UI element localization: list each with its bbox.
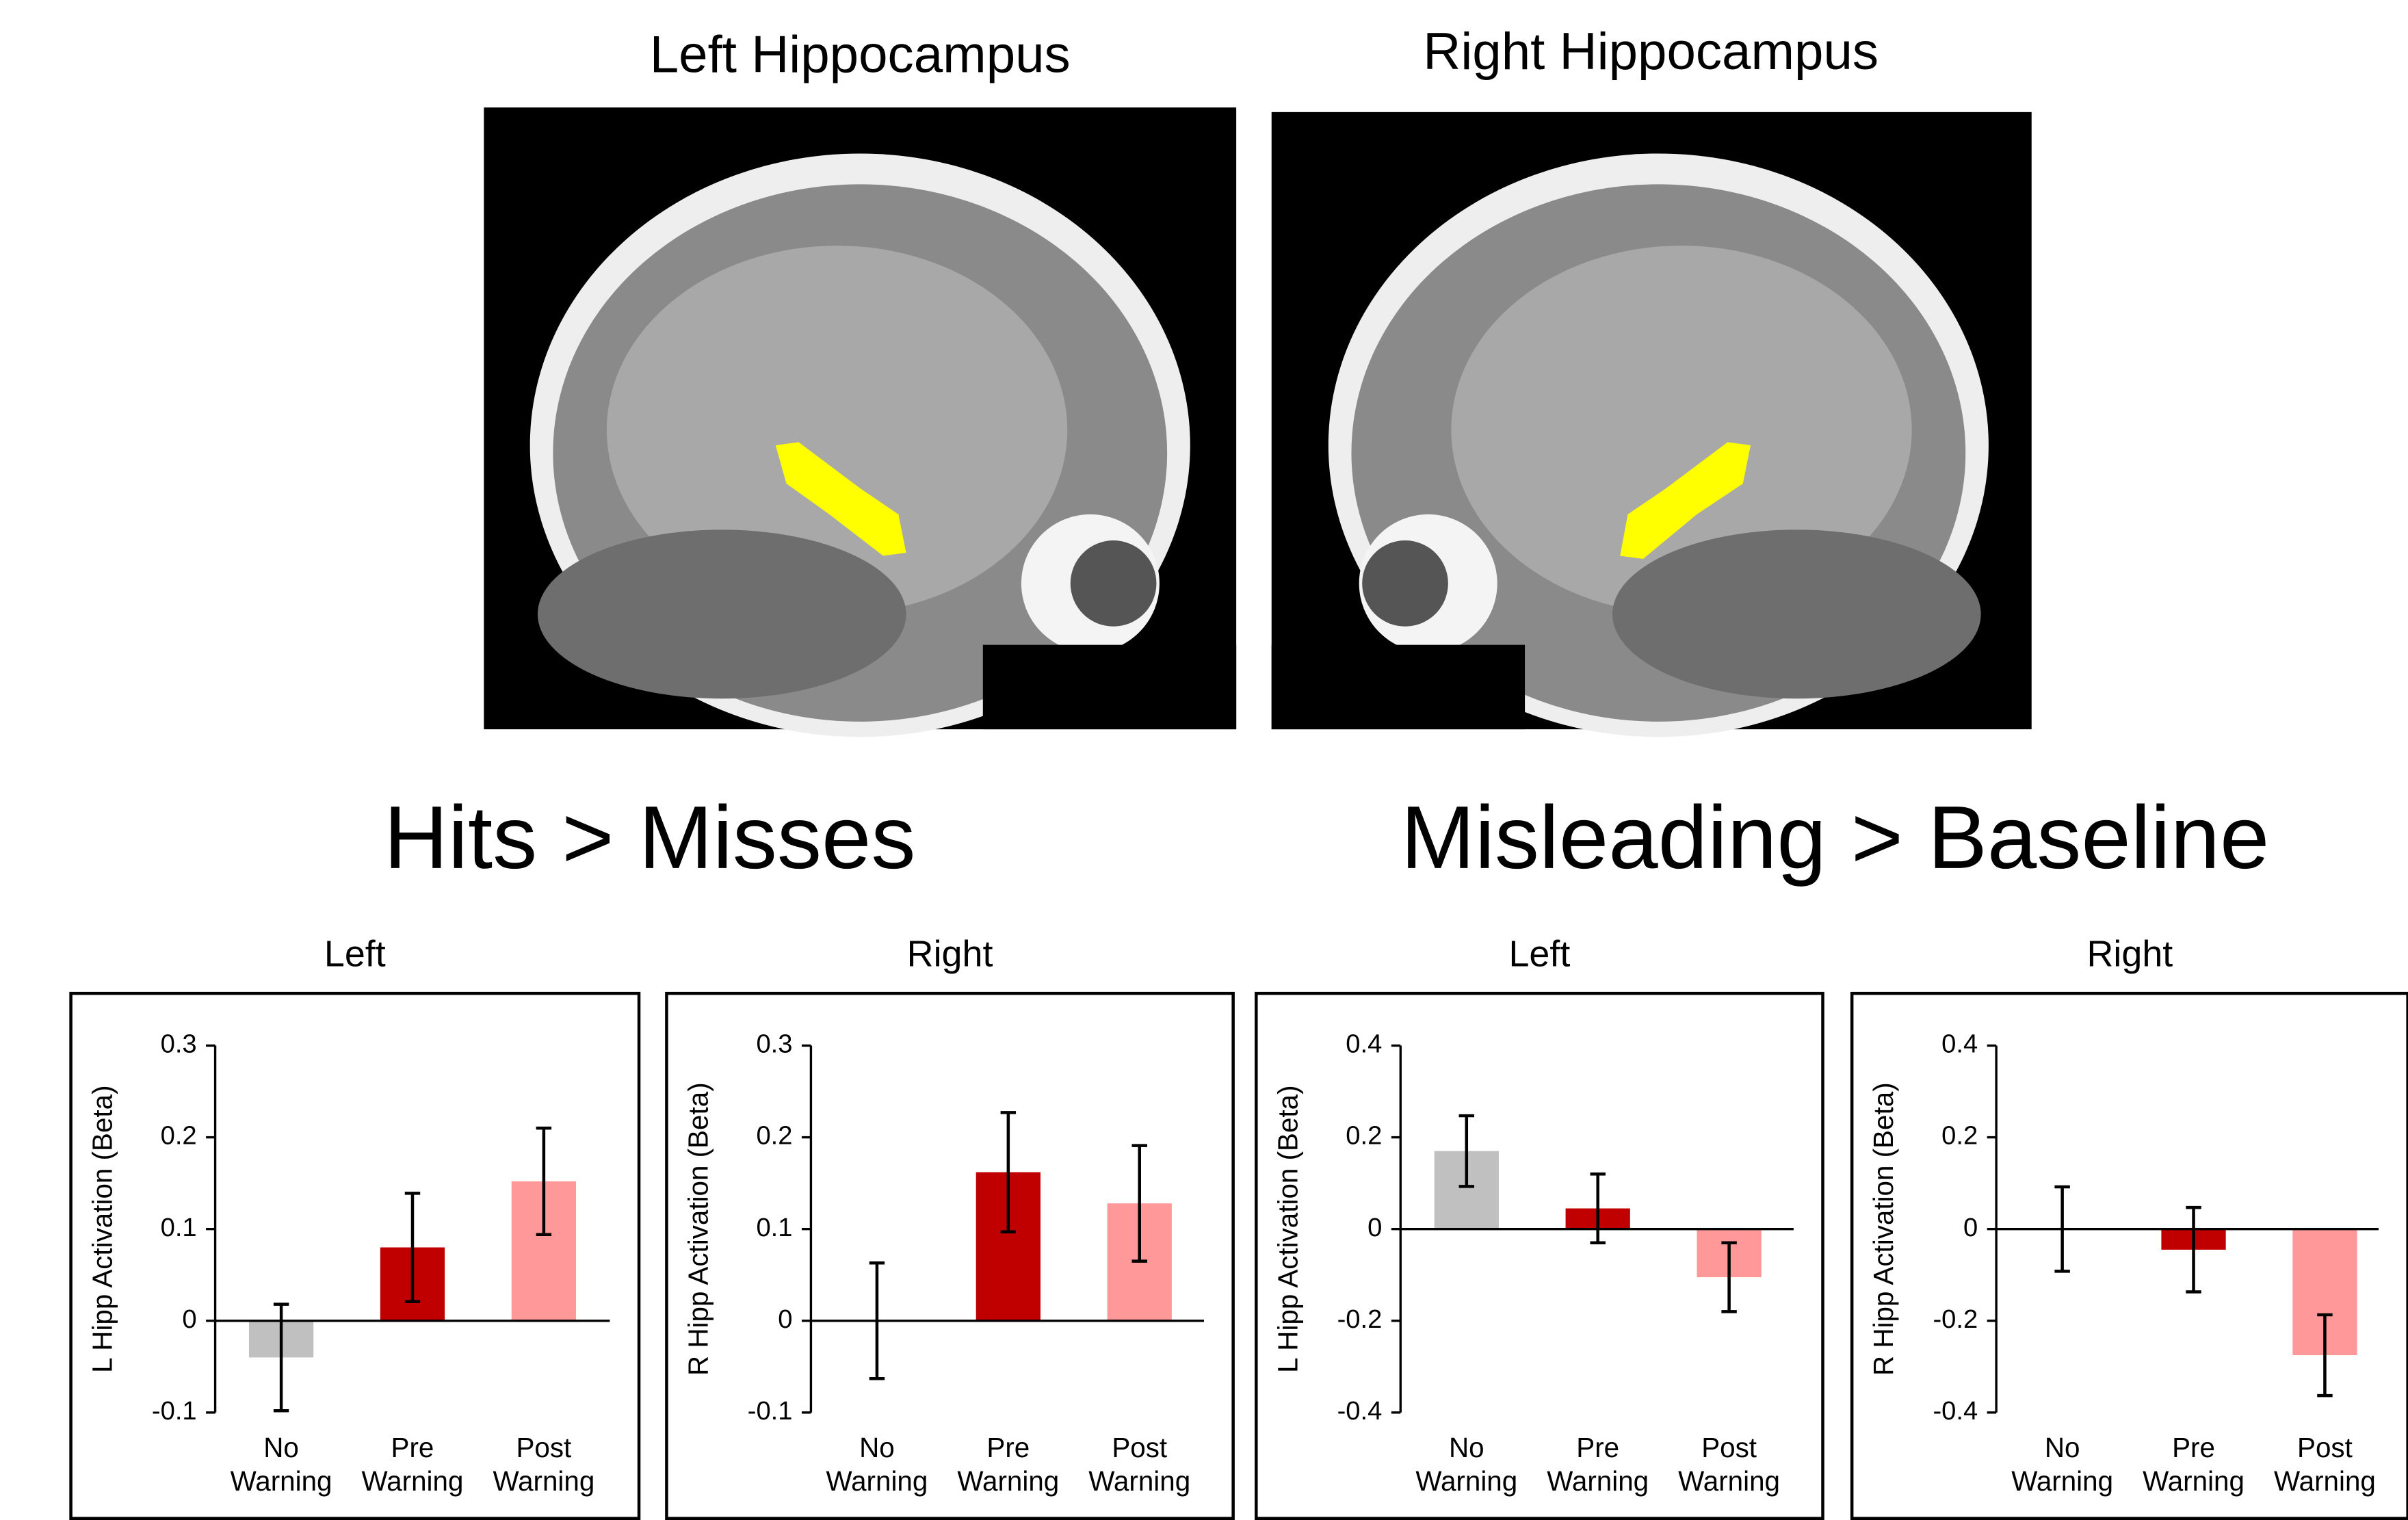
brain-image bbox=[484, 107, 1237, 737]
x-tick-label: Post Warning bbox=[1088, 1431, 1190, 1496]
x-tick-label: Pre Warning bbox=[957, 1431, 1059, 1496]
y-tick-label: -0.1 bbox=[748, 1396, 793, 1426]
y-tick-label: 0.3 bbox=[161, 1030, 197, 1059]
x-tick-label: No Warning bbox=[231, 1431, 332, 1496]
x-tick-label: Post Warning bbox=[1678, 1431, 1780, 1496]
group-title: Misleading > Baseline bbox=[1401, 787, 2270, 887]
x-tick-label: Post Warning bbox=[2274, 1431, 2376, 1496]
x-tick-label: Post Warning bbox=[493, 1431, 594, 1496]
error-bar bbox=[273, 1302, 289, 1413]
y-tick-label: -0.4 bbox=[1337, 1396, 1383, 1426]
y-axis-label: L Hipp Activation (Beta) bbox=[1272, 1085, 1303, 1372]
image-title: Right Hippocampus bbox=[1423, 23, 1879, 81]
brain-image bbox=[1271, 112, 2032, 737]
chart-title: Right bbox=[2087, 934, 2173, 975]
y-axis-label: L Hipp Activation (Beta) bbox=[87, 1085, 118, 1372]
error-bar bbox=[1131, 1144, 1147, 1263]
y-axis-label: R Hipp Activation (Beta) bbox=[682, 1082, 714, 1376]
error-bar bbox=[1721, 1241, 1737, 1313]
x-tick-label: No Warning bbox=[826, 1431, 928, 1496]
y-tick-label: 0 bbox=[1367, 1213, 1382, 1242]
y-tick-label: -0.2 bbox=[1933, 1305, 1978, 1334]
chart-title: Left bbox=[324, 934, 386, 975]
panel-frame bbox=[69, 991, 641, 1520]
chart-title: Right bbox=[907, 934, 993, 975]
y-tick-label: 0.3 bbox=[756, 1030, 792, 1059]
y-tick-label: -0.2 bbox=[1337, 1305, 1383, 1334]
y-axis-label: R Hipp Activation (Beta) bbox=[1868, 1082, 1899, 1376]
y-tick-label: 0.2 bbox=[1346, 1121, 1382, 1151]
y-tick-label: 0.1 bbox=[161, 1213, 197, 1242]
x-tick-label: Pre Warning bbox=[362, 1431, 464, 1496]
y-tick-label: -0.4 bbox=[1933, 1396, 1978, 1426]
y-tick-label: 0.4 bbox=[1346, 1030, 1382, 1059]
error-bar bbox=[2317, 1313, 2333, 1398]
error-bar bbox=[536, 1126, 552, 1236]
group-title: Hits > Misses bbox=[384, 787, 915, 887]
chart-title: Left bbox=[1508, 934, 1570, 975]
x-tick-label: Pre Warning bbox=[2143, 1431, 2245, 1496]
error-bar bbox=[404, 1192, 421, 1303]
y-tick-label: 0.2 bbox=[1941, 1121, 1978, 1151]
y-tick-label: -0.1 bbox=[152, 1396, 197, 1426]
y-tick-label: 0.2 bbox=[161, 1121, 197, 1151]
x-tick-label: No Warning bbox=[1415, 1431, 1517, 1496]
x-tick-label: No Warning bbox=[2011, 1431, 2113, 1496]
error-bar bbox=[1458, 1114, 1475, 1188]
error-bar bbox=[1590, 1172, 1606, 1245]
error-bar bbox=[2186, 1205, 2201, 1294]
panel-frame bbox=[1255, 991, 1824, 1520]
y-tick-label: 0 bbox=[778, 1305, 792, 1334]
image-title: Left Hippocampus bbox=[650, 25, 1071, 83]
y-tick-label: 0 bbox=[182, 1305, 196, 1334]
y-tick-label: 0.1 bbox=[756, 1213, 792, 1242]
panel-frame bbox=[665, 991, 1235, 1520]
y-tick-label: 0.4 bbox=[1941, 1030, 1978, 1059]
error-bar bbox=[1000, 1111, 1017, 1233]
y-tick-label: 0 bbox=[1963, 1213, 1978, 1242]
x-tick-label: Pre Warning bbox=[1547, 1431, 1649, 1496]
y-tick-label: 0.2 bbox=[756, 1121, 792, 1151]
